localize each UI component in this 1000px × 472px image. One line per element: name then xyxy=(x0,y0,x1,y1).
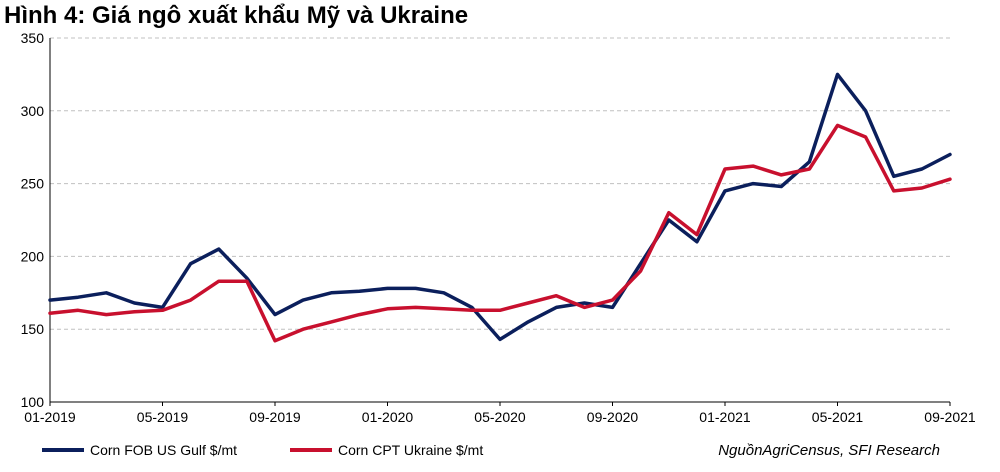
x-tick-label: 01-2021 xyxy=(699,409,751,425)
x-tick-label: 05-2019 xyxy=(137,409,189,425)
line-chart: 100 150 200 250 300 350 01-2019 05-2019 09-2019… xyxy=(21,30,976,425)
y-tick-labels: 100 150 200 250 300 350 xyxy=(21,30,45,410)
y-tick-label: 200 xyxy=(21,248,45,264)
x-tick-labels: 01-2019 05-2019 09-2019 01-2020 05-2020 09-20… xyxy=(24,409,976,425)
axes xyxy=(49,38,951,406)
y-tick-label: 300 xyxy=(21,103,45,119)
source-note: NguồnAgriCensus, SFI Research xyxy=(718,442,940,459)
gridlines xyxy=(50,37,950,330)
x-tick-label: 05-2021 xyxy=(812,409,864,425)
x-tick-label: 05-2020 xyxy=(474,409,526,425)
x-tick-label: 09-2021 xyxy=(924,409,976,425)
series-line-us-gulf xyxy=(48,72,952,342)
series-line-ukraine xyxy=(48,123,952,343)
x-tick-label: 09-2019 xyxy=(249,409,301,425)
legend-swatch-ukraine xyxy=(290,448,332,452)
legend-label-us: Corn FOB US Gulf $/mt xyxy=(90,442,238,458)
y-tick-label: 350 xyxy=(21,30,45,46)
x-tick-label: 01-2020 xyxy=(362,409,414,425)
legend-item-ukraine: Corn CPT Ukraine $/mt xyxy=(290,442,483,458)
chart-title: Hình 4: Giá ngô xuất khẩu Mỹ và Ukraine xyxy=(4,2,469,29)
y-tick-label: 100 xyxy=(21,394,45,410)
legend-item-us: Corn FOB US Gulf $/mt xyxy=(42,442,237,458)
series-lines xyxy=(48,72,952,343)
y-tick-label: 150 xyxy=(21,321,45,337)
x-tick-label: 01-2019 xyxy=(24,409,76,425)
y-tick-label: 250 xyxy=(21,176,45,192)
legend: Corn FOB US Gulf $/mt Corn CPT Ukraine $… xyxy=(0,442,1000,468)
legend-swatch-us xyxy=(42,448,84,452)
legend-label-ukraine: Corn CPT Ukraine $/mt xyxy=(338,442,484,458)
x-tick-label: 09-2020 xyxy=(587,409,639,425)
